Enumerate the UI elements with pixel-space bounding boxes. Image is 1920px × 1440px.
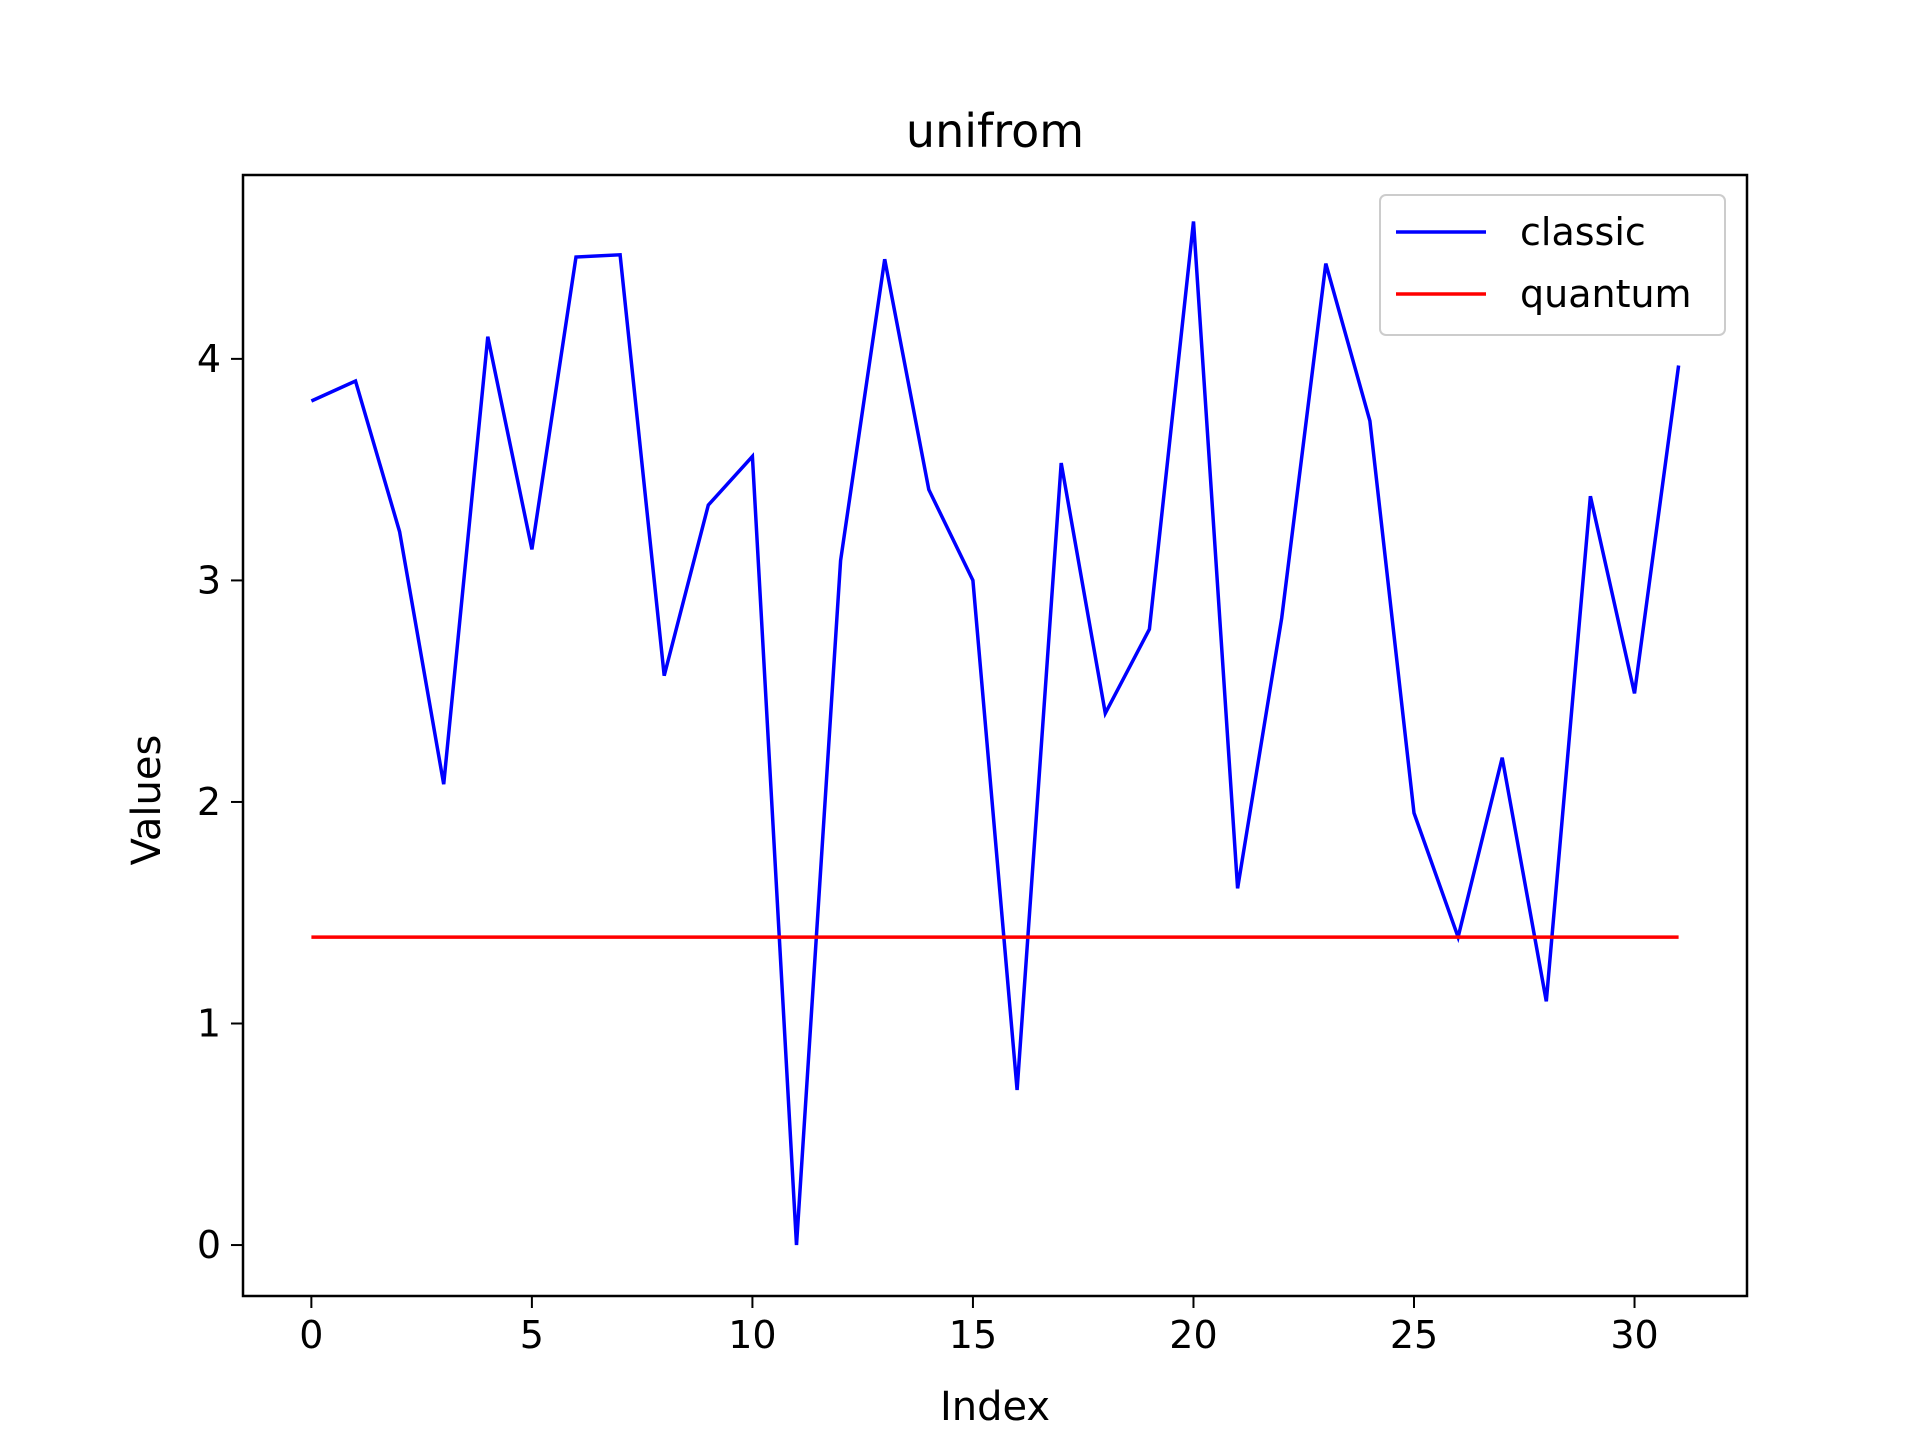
x-tick-label: 0 xyxy=(299,1313,323,1357)
y-tick-label: 1 xyxy=(197,1002,221,1046)
x-tick-label: 25 xyxy=(1390,1313,1438,1357)
y-tick-label: 2 xyxy=(197,780,221,824)
legend: classic quantum xyxy=(1379,194,1726,336)
series-layer xyxy=(310,221,1681,1246)
plot-area xyxy=(241,173,1749,1298)
y-tick-label: 3 xyxy=(197,558,221,602)
series-line-classic xyxy=(310,221,1681,1246)
x-tick-label: 10 xyxy=(728,1313,776,1357)
x-tick-label: 5 xyxy=(520,1313,544,1357)
y-axis-label: Values xyxy=(124,735,170,866)
legend-box xyxy=(1379,194,1726,336)
x-tick-label: 30 xyxy=(1610,1313,1658,1357)
y-axis: 0 1 2 3 4 xyxy=(197,337,243,1267)
x-axis-label: Index xyxy=(940,1384,1050,1430)
plot-frame xyxy=(241,173,1749,1298)
chart-title: unifrom xyxy=(906,104,1084,158)
x-tick-label: 15 xyxy=(949,1313,997,1357)
x-tick-label: 20 xyxy=(1169,1313,1217,1357)
legend-label-quantum: quantum xyxy=(1520,272,1692,316)
x-axis: 0 5 10 15 20 25 30 xyxy=(299,1296,1659,1357)
y-tick-label: 0 xyxy=(197,1223,221,1267)
y-tick-label: 4 xyxy=(197,337,221,381)
legend-label-classic: classic xyxy=(1520,210,1646,254)
